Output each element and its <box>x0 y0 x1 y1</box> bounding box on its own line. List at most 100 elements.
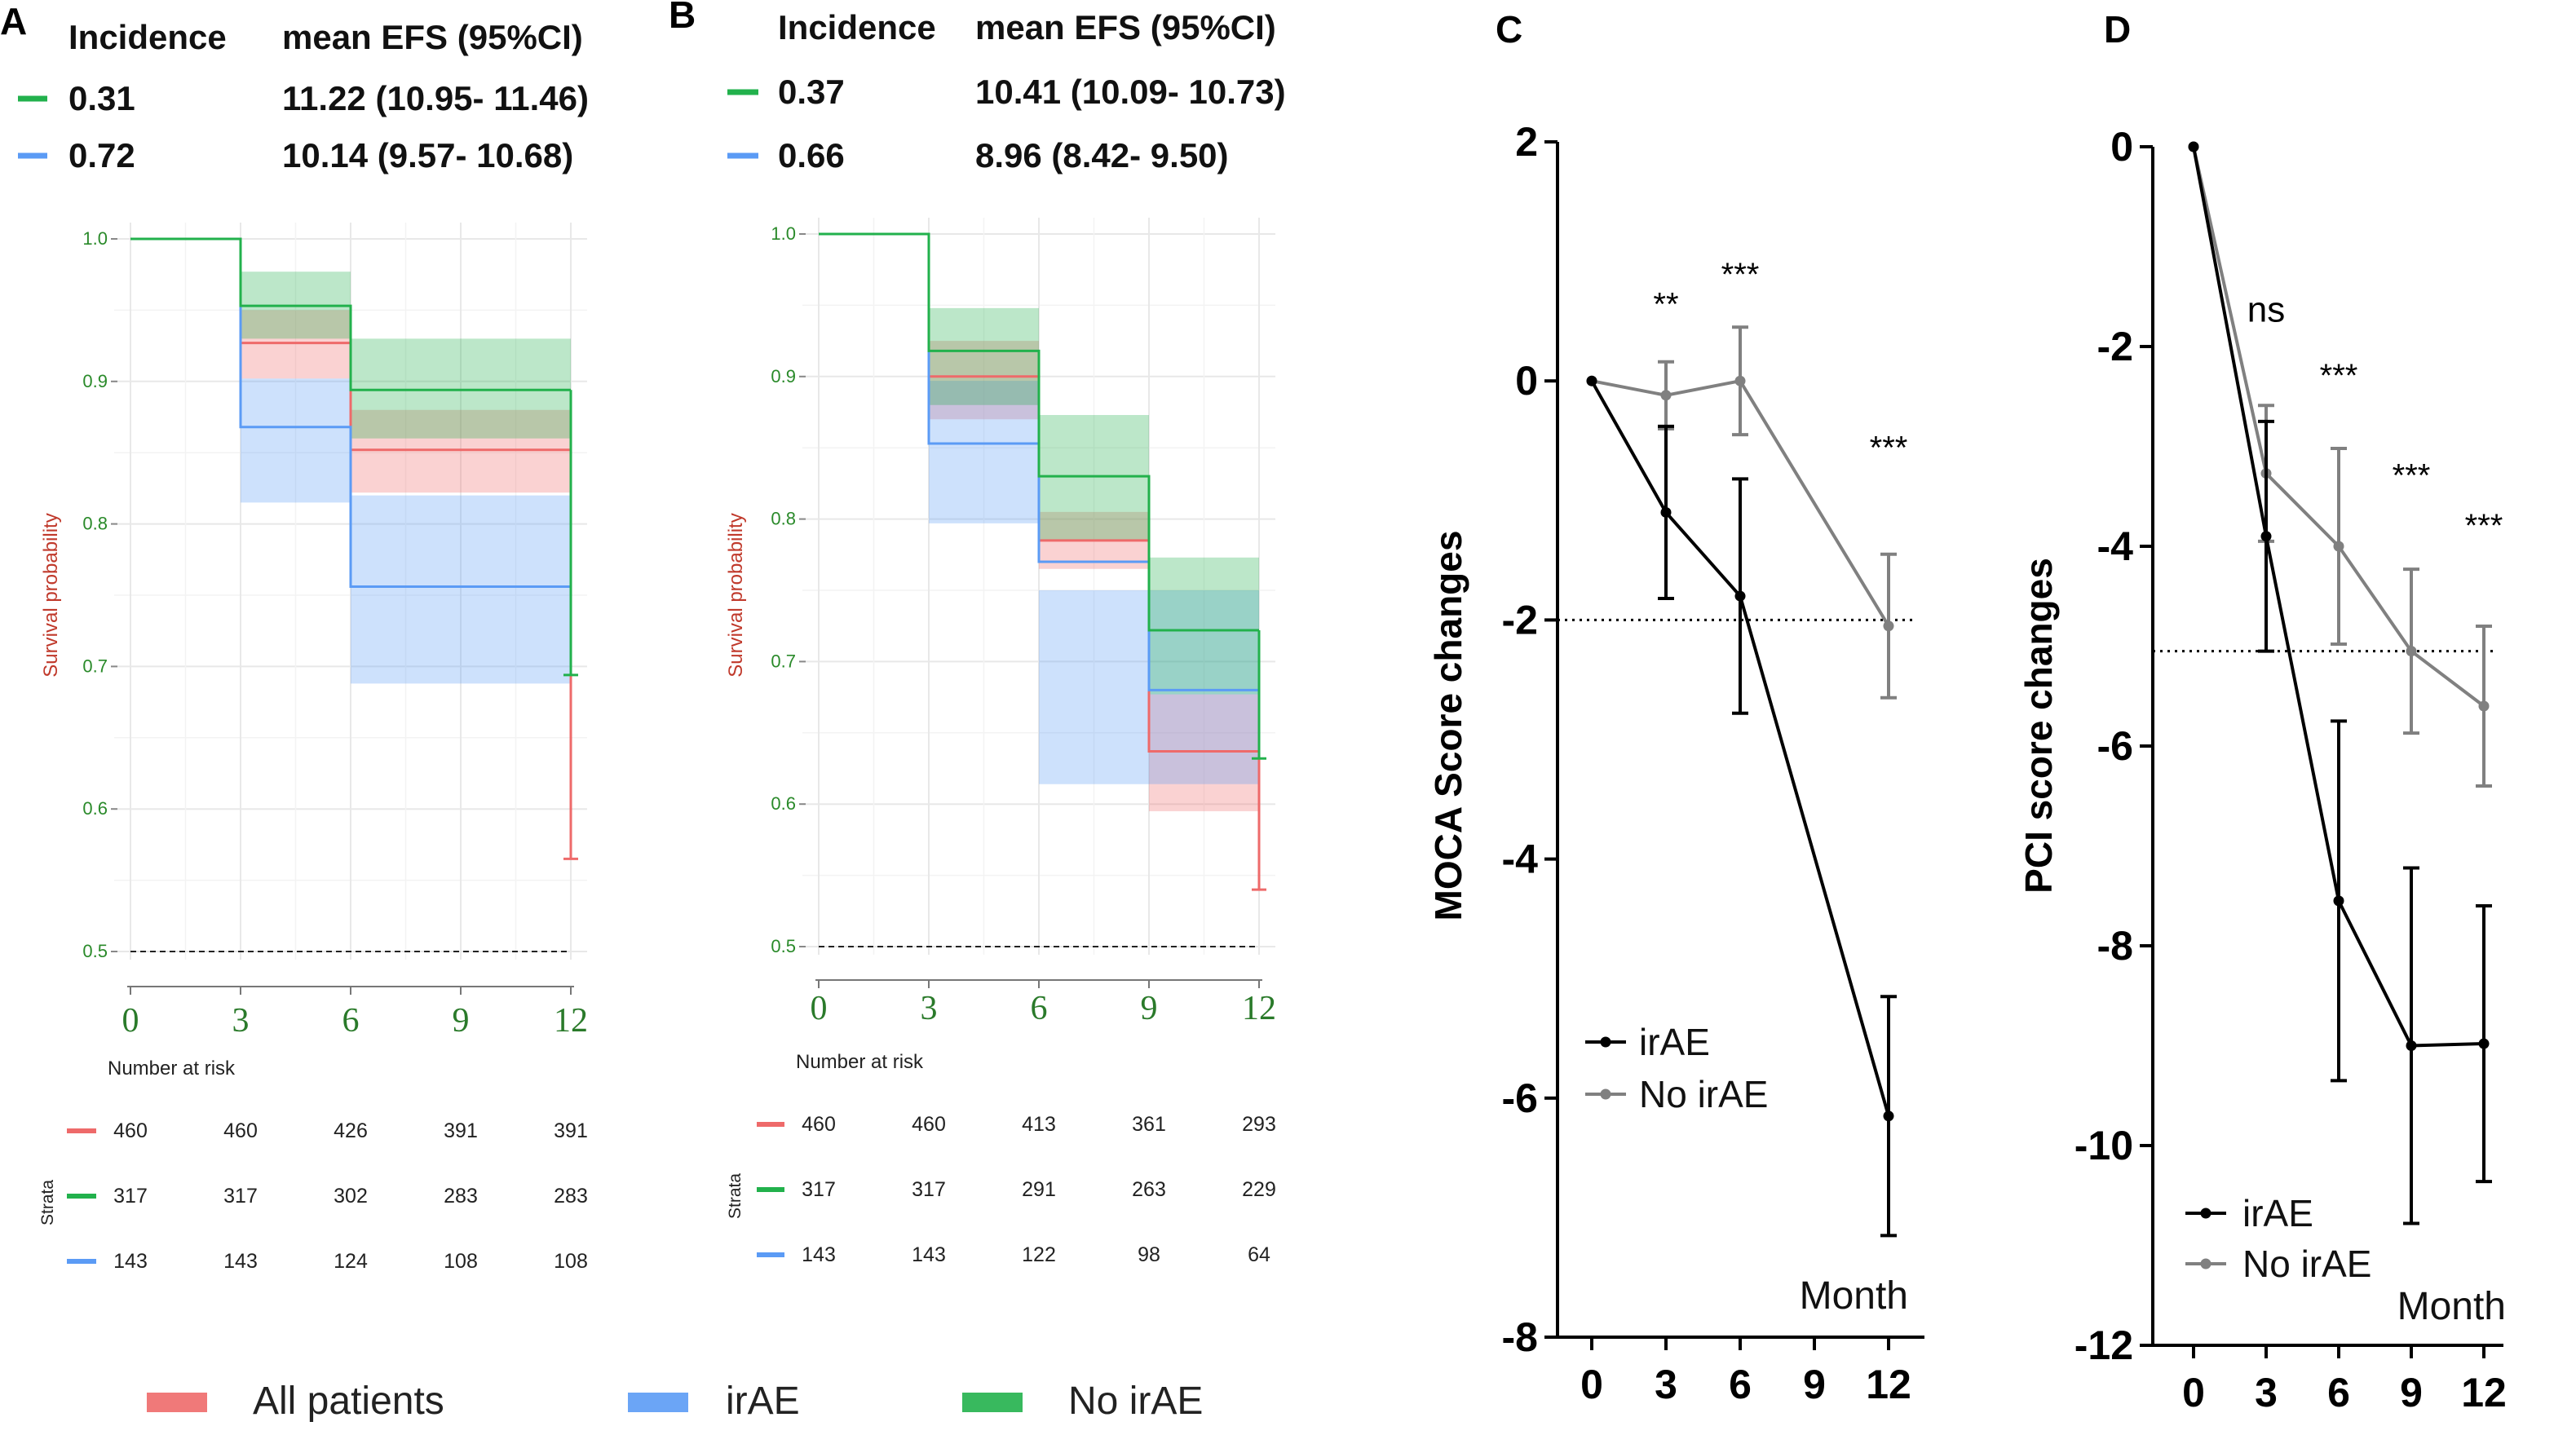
y-axis-label: MOCA Score changes <box>1427 531 1469 921</box>
y-tick-label: 0 <box>1515 358 1538 404</box>
y-tick-label: 0 <box>2110 124 2133 170</box>
panel-label-d: D <box>2104 8 2131 51</box>
data-point <box>2333 541 2344 552</box>
y-tick-label: -8 <box>1502 1314 1538 1360</box>
risk-value: 391 <box>554 1119 588 1142</box>
series-line <box>1591 378 1890 627</box>
y-tick-label: -4 <box>2097 523 2134 569</box>
y-tick-label: 0.5 <box>771 936 796 956</box>
risk-value: 143 <box>802 1243 836 1266</box>
legend-swatch <box>147 1393 207 1412</box>
risk-value: 64 <box>1248 1243 1270 1266</box>
data-point <box>2478 1038 2490 1049</box>
risk-value: 460 <box>113 1119 148 1142</box>
y-tick-label: 0.7 <box>771 651 796 671</box>
risk-value: 460 <box>912 1113 946 1136</box>
y-tick-label: 0.5 <box>82 941 108 961</box>
significance-label: ** <box>1653 287 1678 323</box>
risk-value: 317 <box>223 1185 258 1208</box>
significance-label: *** <box>2320 358 2358 394</box>
legend-label: irAE <box>726 1380 800 1423</box>
x-tick-label: 12 <box>1242 990 1276 1027</box>
risk-table-strata-label: Strata <box>38 1180 57 1225</box>
y-tick-label: 0.8 <box>771 509 796 529</box>
ci-band <box>351 338 571 439</box>
significance-label: *** <box>2465 508 2503 544</box>
risk-table-strata-label: Strata <box>726 1173 745 1219</box>
y-tick-label: 0.9 <box>771 366 796 386</box>
risk-value: 293 <box>1242 1113 1276 1136</box>
data-point <box>2478 700 2490 712</box>
risk-value: 108 <box>554 1250 588 1273</box>
y-axis-label: Survival probability <box>40 513 62 677</box>
ci-band <box>1039 590 1149 784</box>
legend-swatch <box>628 1393 688 1412</box>
risk-value: 229 <box>1242 1178 1276 1201</box>
x-tick-label: 9 <box>1803 1362 1826 1407</box>
risk-value: 317 <box>802 1178 836 1201</box>
summary-incidence: 0.72 <box>68 136 135 174</box>
panel-label-a: A <box>0 0 27 42</box>
risk-value: 426 <box>334 1119 368 1142</box>
y-tick-label: 0.7 <box>82 656 108 676</box>
y-tick-label: 1.0 <box>771 223 796 244</box>
data-point <box>2260 531 2272 542</box>
legend-label: No irAE <box>1068 1380 1203 1423</box>
data-point <box>2188 141 2199 152</box>
risk-value: 263 <box>1132 1178 1166 1201</box>
summary-header: mean EFS (95%CI) <box>282 18 583 56</box>
y-tick-label: 0.6 <box>82 798 108 819</box>
ci-band <box>1149 557 1259 695</box>
significance-label: *** <box>2393 458 2431 494</box>
summary-incidence: 0.31 <box>68 79 135 117</box>
data-point <box>2333 895 2344 907</box>
y-tick-label: -8 <box>2097 923 2133 969</box>
legend-label: No irAE <box>1639 1073 1768 1115</box>
x-tick-label: 12 <box>2461 1370 2507 1415</box>
summary-incidence: 0.66 <box>778 136 845 174</box>
x-axis-label: Month <box>2397 1285 2506 1328</box>
data-point <box>1734 590 1746 602</box>
risk-value: 317 <box>912 1178 946 1201</box>
legend-marker <box>2200 1208 2211 1219</box>
x-tick-label: 0 <box>2182 1370 2205 1415</box>
x-tick-label: 12 <box>554 1002 588 1040</box>
x-tick-label: 3 <box>232 1002 250 1040</box>
ci-band <box>929 341 1039 420</box>
risk-value: 283 <box>444 1185 478 1208</box>
legend-label: irAE <box>1639 1021 1710 1063</box>
survival-curve <box>819 232 1259 632</box>
y-tick-label: -2 <box>1502 597 1538 642</box>
km-panel-a: A Incidence mean EFS (95%CI) 0.31 11.22 (10.… <box>0 0 589 1273</box>
x-tick-label: 9 <box>2400 1370 2423 1415</box>
km-panel-b: B Incidence mean EFS (95%CI) 0.37 10.41 (10.… <box>669 0 1286 1266</box>
summary-header: mean EFS (95%CI) <box>975 8 1276 46</box>
line-panel-c: C 2 0 -2 -4 -6 -8 0 3 6 9 12 MOCA Score changes Month… <box>1427 8 1924 1407</box>
data-point <box>1586 375 1597 386</box>
y-tick-label: 1.0 <box>82 228 108 249</box>
data-point <box>2406 1040 2417 1051</box>
ci-band <box>1149 694 1259 811</box>
panel-label-b: B <box>669 0 696 36</box>
ci-band <box>929 381 1039 523</box>
y-axis-label: PCI score changes <box>2017 558 2060 894</box>
data-point <box>1660 506 1672 518</box>
x-tick-label: 6 <box>342 1002 360 1040</box>
ci-band <box>351 495 571 684</box>
legend-label: All patients <box>253 1380 444 1423</box>
summary-efs: 11.22 (10.95- 11.46) <box>282 79 589 117</box>
x-tick-label: 0 <box>122 1002 139 1040</box>
x-tick-label: 3 <box>921 990 938 1027</box>
panel-label-c: C <box>1496 8 1522 51</box>
risk-value: 391 <box>444 1119 478 1142</box>
y-tick-label: -4 <box>1502 837 1539 882</box>
risk-value: 98 <box>1138 1243 1160 1266</box>
risk-value: 413 <box>1022 1113 1056 1136</box>
x-tick-label: 9 <box>1141 990 1158 1027</box>
y-tick-label: -12 <box>2074 1322 2133 1368</box>
summary-header: Incidence <box>68 18 227 56</box>
x-tick-label: 6 <box>1729 1362 1752 1407</box>
significance-label: ns <box>2247 289 2285 329</box>
risk-value: 143 <box>113 1250 148 1273</box>
data-point <box>1883 620 1894 632</box>
